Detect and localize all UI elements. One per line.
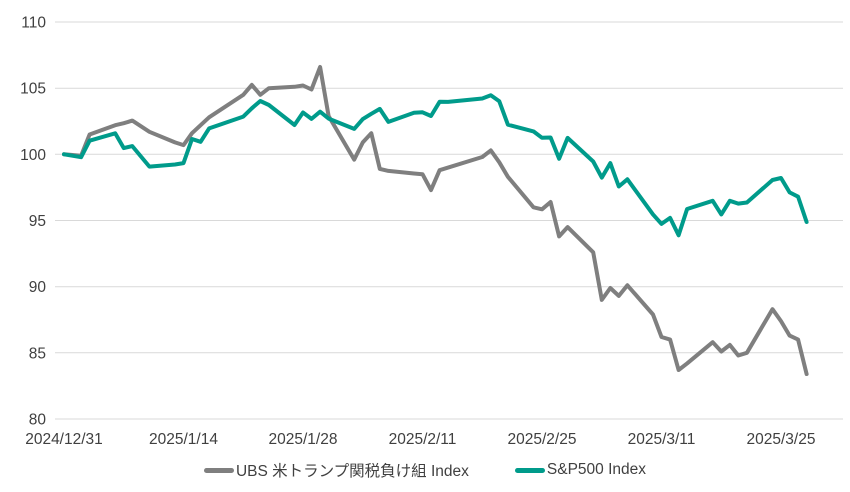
- x-tick-label: 2025/2/11: [389, 431, 457, 448]
- x-tick-label: 2025/3/25: [747, 431, 816, 448]
- ubs-series-line: [62, 65, 809, 376]
- x-tick-label: 2025/1/28: [269, 431, 338, 448]
- y-tick-label: 110: [21, 15, 46, 32]
- x-tick-label: 2025/3/11: [628, 431, 696, 448]
- y-tick-label: 85: [29, 345, 46, 362]
- y-tick-label: 90: [29, 279, 47, 296]
- y-tick-label: 100: [20, 147, 46, 164]
- sp500-line-swatch: [514, 467, 545, 473]
- x-tick-label: 2024/12/31: [25, 431, 103, 448]
- ubs-line-swatch: [203, 467, 234, 473]
- legend-label-sp500: S&P500 Index: [546, 461, 647, 478]
- legend-item-sp500: S&P500 Index: [514, 461, 647, 479]
- chart-legend: UBS 米トランプ関税負け組 Index S&P500 Index: [0, 459, 850, 481]
- x-tick-label: 2025/1/14: [149, 431, 218, 448]
- legend-item-ubs: UBS 米トランプ関税負け組 Index: [203, 459, 469, 481]
- legend-label-ubs: UBS 米トランプ関税負け組 Index: [235, 463, 469, 480]
- x-tick-label: 2025/2/25: [508, 431, 577, 448]
- line-chart-plot: 80 85 90 95 100 105 110 2024/12/31 2025/1/14 2025…: [20, 15, 843, 448]
- y-tick-label: 95: [29, 213, 46, 230]
- sp500-series-line: [62, 93, 809, 238]
- y-tick-label: 80: [29, 412, 47, 429]
- y-tick-label: 105: [20, 81, 46, 98]
